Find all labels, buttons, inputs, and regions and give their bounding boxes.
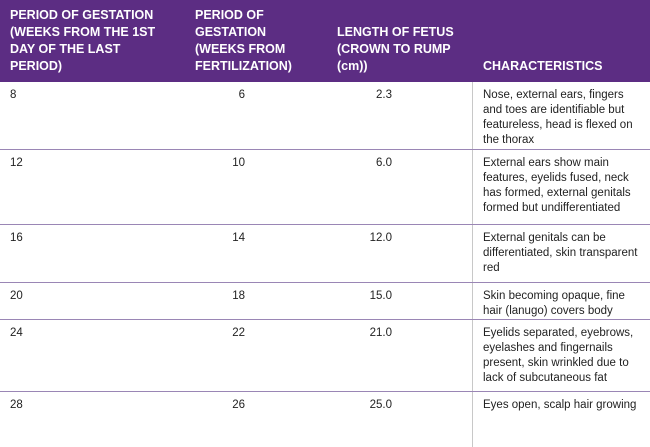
table-cell: 6.0 [376,157,392,169]
table-cell: Nose, external ears, fingers and toes ar… [483,89,633,146]
table-cell: 20 [10,290,23,302]
header-cell: PERIOD OF GESTATION (WEEKS FROM THE 1ST … [10,8,156,73]
table-cell: 22 [232,327,245,339]
table-cell: 10 [232,157,245,169]
table-cell: 6 [238,89,245,101]
header-cell: CHARACTERISTICS [483,59,603,73]
table-cell: 12.0 [369,232,392,244]
table-cell: 25.0 [369,399,392,411]
header-cell: LENGTH OF FETUS (CROWN TO RUMP (cm)) [337,25,454,73]
table-cell: External genitals can be differentiated,… [483,232,638,274]
table-row: 12 10 6.0 External ears show main features,… [0,150,650,225]
table-cell: 16 [10,232,23,244]
table-cell: 26 [232,399,245,411]
header-cell: PERIOD OF GESTATION (WEEKS FROM FERTILIZ… [195,8,292,73]
table-cell: 21.0 [369,327,392,339]
table-cell: Skin becoming opaque, fine hair (lanugo)… [483,290,625,317]
column-divider [472,82,473,447]
table-cell: Eyelids separated, eyebrows, eyelashes a… [483,327,634,384]
table-cell: 2.3 [376,89,392,101]
table-cell: 8 [10,89,17,101]
table-row: 8 6 2.3 Nose, external ears, fingers and to… [0,82,650,150]
table-row: 24 22 21.0 Eyelids separated, eyebrows, eye… [0,320,650,392]
table-cell: 14 [232,232,245,244]
header-row: PERIOD OF GESTATION (WEEKS FROM THE 1ST … [0,0,650,82]
table-row: 16 14 12.0 External genitals can be differe… [0,225,650,283]
table-cell: 12 [10,157,23,169]
table-row: 28 26 25.0 Eyes open, scalp hair growing [0,392,650,447]
table-cell: 28 [10,399,23,411]
table-cell: Eyes open, scalp hair growing [483,399,637,411]
table-cell: 15.0 [369,290,392,302]
table-row: 20 18 15.0 Skin becoming opaque, fine hair … [0,283,650,320]
table-cell: 24 [10,327,23,339]
table-cell: 18 [232,290,245,302]
table-cell: External ears show main features, eyelid… [483,157,631,214]
